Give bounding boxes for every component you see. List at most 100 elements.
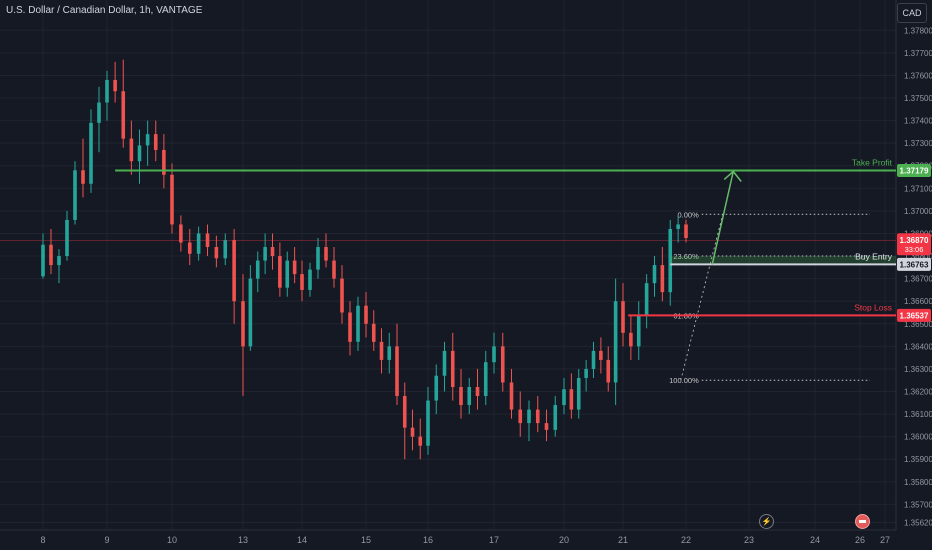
candle-body — [187, 242, 192, 254]
candle-body — [348, 312, 352, 342]
y-tick-label: 1.37300 — [904, 139, 932, 148]
candle-body — [584, 368, 588, 378]
x-tick-label: 16 — [423, 535, 433, 545]
candle-body — [196, 233, 201, 254]
fib-level-label: 23.60% — [673, 252, 699, 261]
candle-body — [356, 305, 360, 342]
y-tick-label: 1.36500 — [904, 320, 932, 329]
x-tick-label: 17 — [489, 535, 499, 545]
y-tick-label: 1.35620 — [904, 518, 932, 527]
candle-body — [263, 247, 267, 261]
candle-body — [395, 346, 399, 397]
candle-body — [527, 409, 531, 424]
y-tick-label: 1.36100 — [904, 410, 932, 419]
candle-body — [340, 278, 344, 313]
candle-body — [636, 314, 641, 347]
candle-body — [300, 274, 304, 290]
candle-body — [606, 359, 611, 383]
fib-level-label: 0.00% — [677, 210, 699, 219]
x-tick-label: 15 — [361, 535, 371, 545]
x-tick-label: 26 — [855, 535, 865, 545]
projection-arrow-head — [723, 170, 742, 182]
candle-body — [569, 389, 574, 410]
candle-body — [248, 278, 253, 347]
candle-body — [65, 219, 69, 257]
fib-trend-line — [680, 214, 724, 381]
last-price-badge — [897, 233, 931, 256]
y-tick-label: 1.35800 — [904, 478, 932, 487]
candle-body — [153, 134, 158, 150]
candle-body — [621, 301, 625, 333]
x-tick-label: 10 — [167, 535, 177, 545]
candle-body — [509, 382, 514, 410]
candle-body — [316, 247, 320, 270]
candle-body — [278, 256, 282, 288]
buy-entry-price-badge — [897, 257, 931, 271]
stop-loss-price-badge — [897, 308, 931, 322]
candle-body — [500, 346, 505, 383]
candle-body — [105, 79, 109, 103]
candle-body — [660, 265, 665, 293]
candle-body — [591, 350, 596, 369]
candle-body — [113, 79, 117, 92]
candle-body — [644, 283, 649, 315]
x-tick-label: 27 — [880, 535, 890, 545]
y-tick-label: 1.37800 — [904, 26, 932, 35]
candle-body — [426, 400, 430, 446]
candle-body — [129, 138, 134, 162]
candle-body — [89, 122, 93, 184]
candle-body — [214, 247, 219, 259]
y-tick-label: 1.37600 — [904, 71, 932, 80]
candle-body — [285, 260, 290, 288]
stop-loss-price-badge-label: 1.36537 — [900, 311, 929, 320]
candle-body — [371, 323, 376, 342]
candle-body — [684, 224, 688, 238]
candles — [41, 59, 688, 460]
buy-entry-zone — [670, 256, 896, 265]
candle-body — [179, 224, 183, 243]
take-profit-label: Take Profit — [852, 157, 893, 167]
candle-body — [459, 386, 463, 406]
currency-button[interactable]: CAD — [897, 3, 927, 23]
last-price-countdown: 33:06 — [905, 245, 924, 254]
y-tick-label: 1.36200 — [904, 388, 932, 397]
y-tick-label: 1.36800 — [904, 252, 932, 261]
candle-body — [576, 377, 581, 410]
candle-body — [49, 244, 53, 266]
candle-body — [387, 346, 392, 360]
x-tick-label: 8 — [40, 535, 45, 545]
candle-body — [562, 389, 566, 406]
candle-body — [492, 346, 496, 363]
y-tick-label: 1.36400 — [904, 342, 932, 351]
y-tick-label: 1.37000 — [904, 207, 932, 216]
y-tick-label: 1.36300 — [904, 365, 932, 374]
y-tick-label: 1.37500 — [904, 94, 932, 103]
x-tick-label: 22 — [681, 535, 691, 545]
lightning-icon[interactable]: ⚡ — [759, 514, 774, 529]
candle-body — [676, 224, 680, 229]
candle-body — [121, 91, 126, 139]
candle-body — [553, 405, 558, 430]
buy-entry-label: Buy Entry — [855, 251, 893, 261]
candle-body — [668, 228, 673, 293]
x-tick-label: 9 — [104, 535, 109, 545]
economic-event-icon[interactable] — [855, 514, 870, 529]
candle-body — [410, 427, 415, 437]
candle-body — [518, 409, 523, 424]
candle-body — [270, 247, 275, 257]
candle-body — [137, 145, 142, 162]
candle-body — [599, 350, 603, 360]
projection-arrow-shaft — [711, 171, 734, 265]
candle-body — [97, 102, 101, 123]
chart-title: U.S. Dollar / Canadian Dollar, 1h, VANTA… — [6, 5, 203, 16]
candle-body — [73, 170, 77, 220]
candle-body — [450, 350, 455, 387]
candle-body — [81, 170, 85, 184]
candle-body — [57, 256, 61, 266]
take-profit-price-badge — [897, 163, 931, 177]
y-tick-label: 1.36000 — [904, 433, 932, 442]
candle-body — [483, 362, 488, 397]
